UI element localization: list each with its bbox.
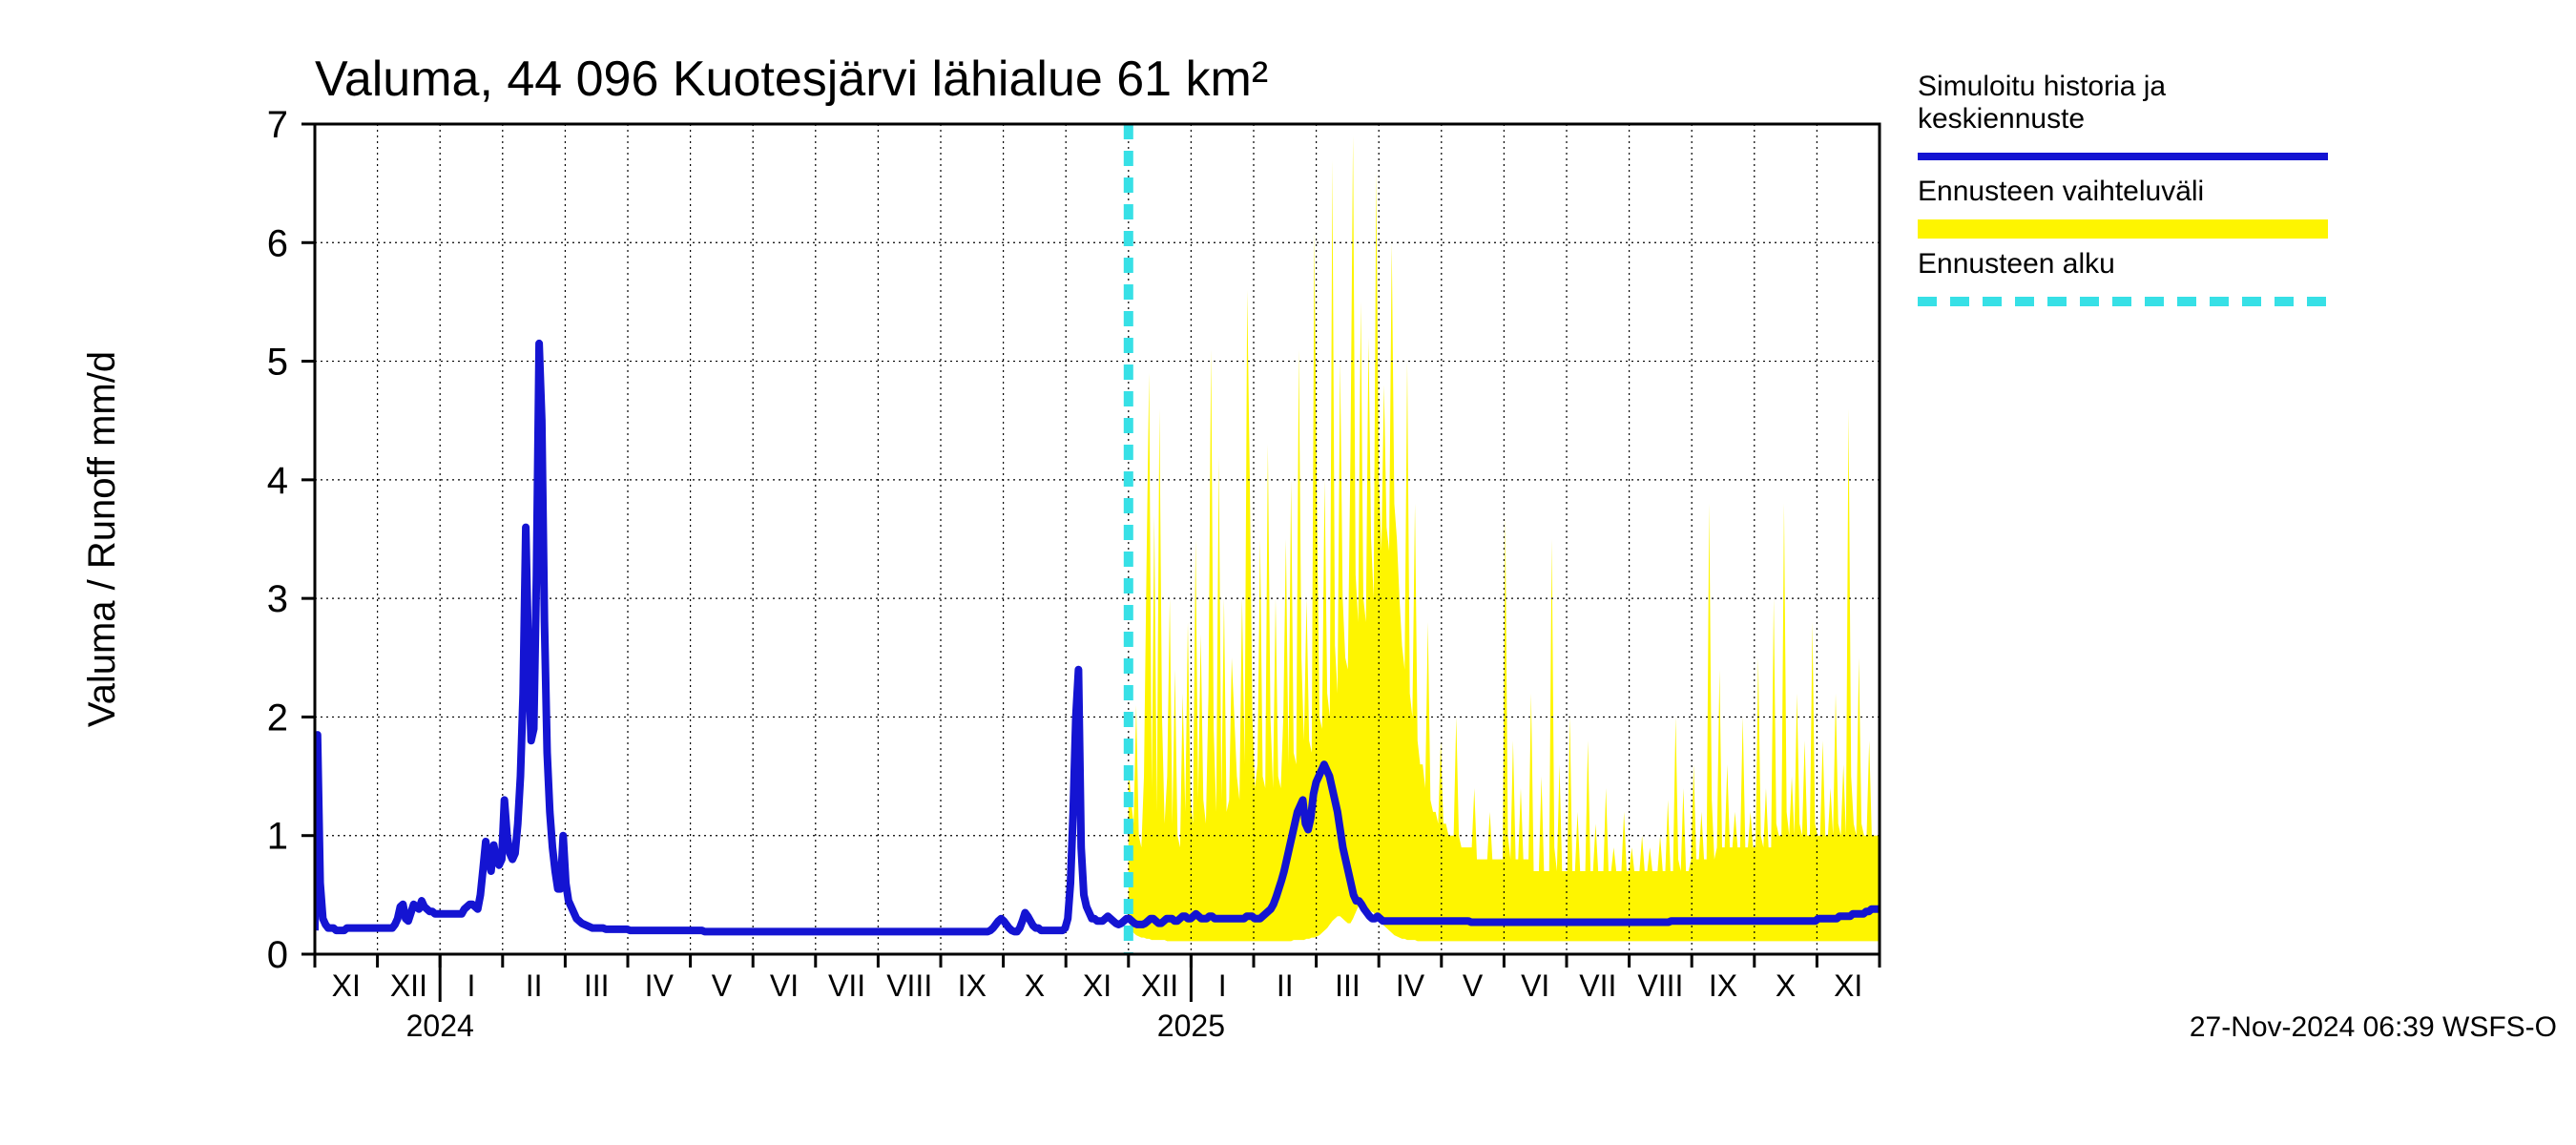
legend-label: Simuloitu historia ja: [1918, 71, 2166, 102]
x-month-label: VI: [770, 968, 799, 1003]
x-month-label: X: [1025, 968, 1045, 1003]
y-axis-title: Valuma / Runoff mm/d: [81, 351, 123, 727]
y-tick-label: 3: [267, 578, 288, 620]
legend-label: Ennusteen alku: [1918, 248, 2115, 280]
x-month-label: IX: [1709, 968, 1737, 1003]
y-tick-label: 0: [267, 934, 288, 976]
y-tick-label: 4: [267, 460, 288, 502]
x-month-label: I: [467, 968, 476, 1003]
y-tick-label: 7: [267, 104, 288, 146]
y-tick-label: 1: [267, 816, 288, 858]
chart-svg: 01234567XIXIIIIIIIIIVVVIVIIVIIIIXXXIXIII…: [0, 0, 2576, 1145]
x-month-label: IV: [645, 968, 675, 1003]
runoff-chart: 01234567XIXIIIIIIIIIVVVIVIIVIIIIXXXIXIII…: [0, 0, 2576, 1145]
legend-label: keskiennuste: [1918, 103, 2085, 135]
x-year-label: 2024: [406, 1009, 474, 1043]
x-month-label: VII: [1579, 968, 1616, 1003]
x-month-label: XI: [332, 968, 361, 1003]
y-tick-label: 6: [267, 222, 288, 264]
x-month-label: XII: [390, 968, 427, 1003]
x-month-label: V: [1463, 968, 1484, 1003]
x-month-label: VII: [828, 968, 865, 1003]
x-month-label: X: [1776, 968, 1796, 1003]
x-month-label: II: [1277, 968, 1294, 1003]
x-month-label: VI: [1521, 968, 1549, 1003]
x-month-label: III: [584, 968, 610, 1003]
x-month-label: I: [1218, 968, 1227, 1003]
x-month-label: VIII: [886, 968, 932, 1003]
footer-timestamp: 27-Nov-2024 06:39 WSFS-O: [2190, 1011, 2557, 1043]
x-month-label: IX: [958, 968, 987, 1003]
x-month-label: IV: [1396, 968, 1425, 1003]
x-month-label: II: [526, 968, 543, 1003]
legend-label: Ennusteen vaihteluväli: [1918, 176, 2204, 207]
chart-title: Valuma, 44 096 Kuotesjärvi lähialue 61 k…: [315, 52, 1268, 107]
x-month-label: III: [1335, 968, 1361, 1003]
x-month-label: VIII: [1637, 968, 1683, 1003]
y-tick-label: 5: [267, 342, 288, 384]
x-month-label: XI: [1083, 968, 1111, 1003]
x-month-label: V: [712, 968, 733, 1003]
y-tick-label: 2: [267, 697, 288, 739]
x-year-label: 2025: [1157, 1009, 1225, 1043]
x-month-label: XII: [1141, 968, 1178, 1003]
x-month-label: XI: [1834, 968, 1862, 1003]
